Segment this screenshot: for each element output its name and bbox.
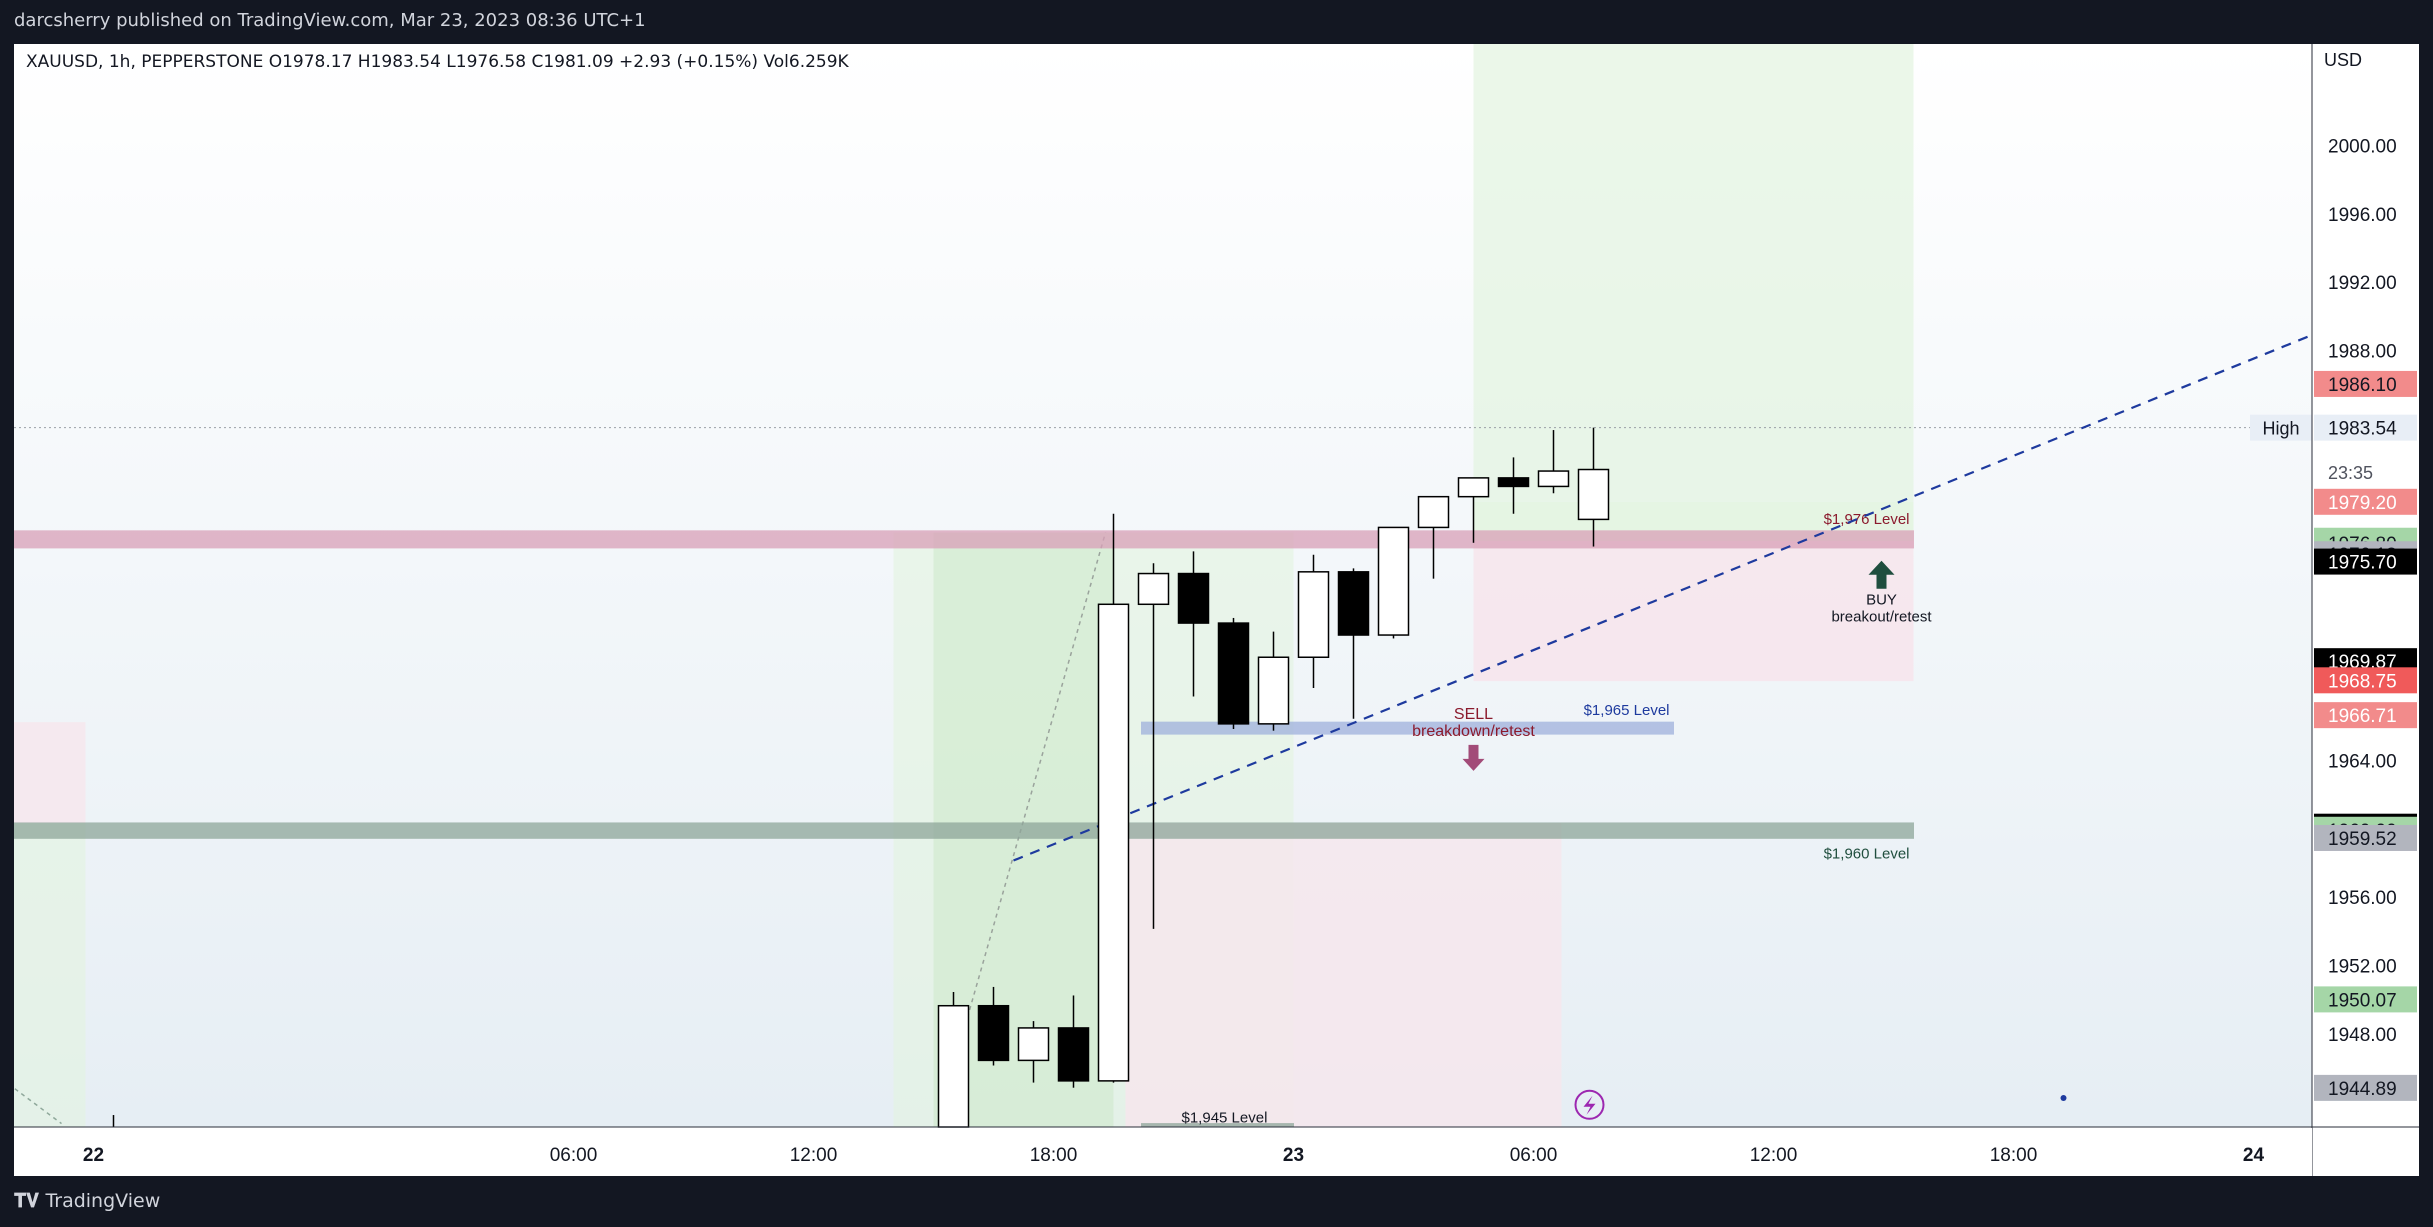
price-label: 1959.52: [2328, 829, 2397, 850]
candle-body[interactable]: [1057, 1027, 1090, 1082]
y-tick-label: 1988.00: [2328, 341, 2397, 362]
brand-label: TradingView: [45, 1190, 161, 1212]
candle-body[interactable]: [1417, 495, 1450, 529]
price-label-tag: [2314, 370, 2417, 397]
x-tick-label: 18:00: [1030, 1145, 1078, 1166]
position-profit-area: [1473, 44, 1914, 502]
x-tick-label: 12:00: [790, 1145, 838, 1166]
y-tick-label: 1992.00: [2328, 273, 2397, 294]
price-label: 1944.89: [2328, 1079, 2397, 1100]
y-tick-label: 1948.00: [2328, 1025, 2397, 1046]
tradingview-logo-icon: 𝐓𝐕: [14, 1190, 46, 1212]
price-label: 1966.71: [2328, 706, 2397, 727]
annotation-text: SELL: [1454, 706, 1493, 723]
y-tick-label: 1996.00: [2328, 205, 2397, 226]
candle-body[interactable]: [1297, 571, 1330, 658]
x-tick-label: 18:00: [1990, 1145, 2038, 1166]
x-tick-label: 22: [83, 1145, 104, 1166]
position-loss-area: [14, 722, 86, 823]
y-tick-label: 1964.00: [2328, 751, 2397, 772]
chart-frame[interactable]: $1,976 Level$1,970 Level$1,965 Level$1,9…: [14, 44, 2419, 1176]
candle-body[interactable]: [1177, 572, 1210, 624]
candle-body[interactable]: [1457, 477, 1490, 498]
price-chart[interactable]: $1,976 Level$1,970 Level$1,965 Level$1,9…: [14, 44, 2419, 1176]
annotation-text: BUY: [1866, 592, 1897, 609]
position-profit-area: [14, 822, 86, 1127]
position-loss-area: [1473, 541, 1914, 682]
published-info: darcsherry published on TradingView.com,…: [14, 10, 646, 31]
x-tick-label: 23: [1283, 1145, 1304, 1166]
level-label: $1,945 Level: [1182, 1110, 1268, 1127]
helper-dotted-line: [944, 532, 1107, 1095]
flash-event-icon[interactable]: [1574, 1089, 1605, 1120]
bottom-bar: 𝐓𝐕 TradingView: [0, 1176, 2433, 1227]
y-tick-label: 2000.00: [2328, 136, 2397, 157]
price-label-tag: [2314, 488, 2417, 515]
candle-body[interactable]: [1577, 468, 1610, 521]
price-label-tag: [2314, 414, 2417, 441]
candle-body[interactable]: [1337, 571, 1370, 636]
x-tick-label: 06:00: [1510, 1145, 1558, 1166]
price-label-tag: [2314, 824, 2417, 851]
tradingview-logo[interactable]: 𝐓𝐕 TradingView: [14, 1190, 160, 1212]
candle-body[interactable]: [1017, 1027, 1050, 1062]
level-zone[interactable]: [14, 530, 1914, 549]
price-label: 1950.07: [2328, 990, 2397, 1011]
price-label: 1968.75: [2328, 671, 2397, 692]
x-tick-label: 24: [2243, 1145, 2265, 1166]
buy-arrow-icon: [1868, 560, 1895, 589]
price-label-tag: [2314, 702, 2417, 729]
high-label: High: [2262, 419, 2299, 439]
level-label: $1,965 Level: [1584, 702, 1670, 719]
level-label: $1,976 Level: [1824, 511, 1910, 528]
price-label: 1986.10: [2328, 375, 2397, 396]
position-loss-area: [1125, 822, 1562, 1127]
x-tick-label: 12:00: [1750, 1145, 1798, 1166]
y-tick-label: 1952.00: [2328, 956, 2397, 977]
candle-body[interactable]: [1137, 572, 1170, 606]
event-dot: [2060, 1094, 2067, 1101]
price-label-tag: [2314, 1074, 2417, 1101]
candle-body[interactable]: [1097, 603, 1130, 1082]
sell-arrow-icon: [1462, 744, 1485, 771]
symbol-ohlc-legend: XAUUSD, 1h, PEPPERSTONE O1978.17 H1983.5…: [26, 52, 849, 72]
price-label-tag: [2314, 986, 2417, 1013]
high-label-box: [2250, 414, 2312, 441]
level-zone[interactable]: [1141, 721, 1674, 735]
price-label: 1979.20: [2328, 493, 2397, 514]
price-label-tag: [2314, 548, 2417, 575]
candle-body[interactable]: [1537, 470, 1570, 488]
currency-label: USD: [2324, 50, 2362, 70]
lightning-icon: [1583, 1095, 1596, 1115]
candle-body[interactable]: [1377, 526, 1410, 636]
candle-body[interactable]: [1497, 477, 1530, 488]
candle-body[interactable]: [977, 1004, 1010, 1062]
annotation-text: breakout/retest: [1831, 609, 1932, 626]
y-tick-label: 1956.00: [2328, 888, 2397, 909]
bar-countdown: 23:35: [2328, 463, 2373, 483]
top-bar: darcsherry published on TradingView.com,…: [0, 0, 2433, 44]
x-tick-label: 06:00: [550, 1145, 598, 1166]
candle-body[interactable]: [1257, 656, 1290, 725]
candle-body[interactable]: [937, 1004, 970, 1128]
candle-body[interactable]: [1217, 622, 1250, 725]
level-label: $1,960 Level: [1824, 845, 1910, 862]
time-axis[interactable]: [14, 1128, 2312, 1176]
price-label-tag: [2314, 667, 2417, 694]
level-zone[interactable]: [14, 822, 1914, 839]
price-label: 1975.70: [2328, 553, 2397, 574]
annotation-text: breakdown/retest: [1412, 723, 1535, 740]
price-label: 1983.54: [2328, 419, 2397, 440]
